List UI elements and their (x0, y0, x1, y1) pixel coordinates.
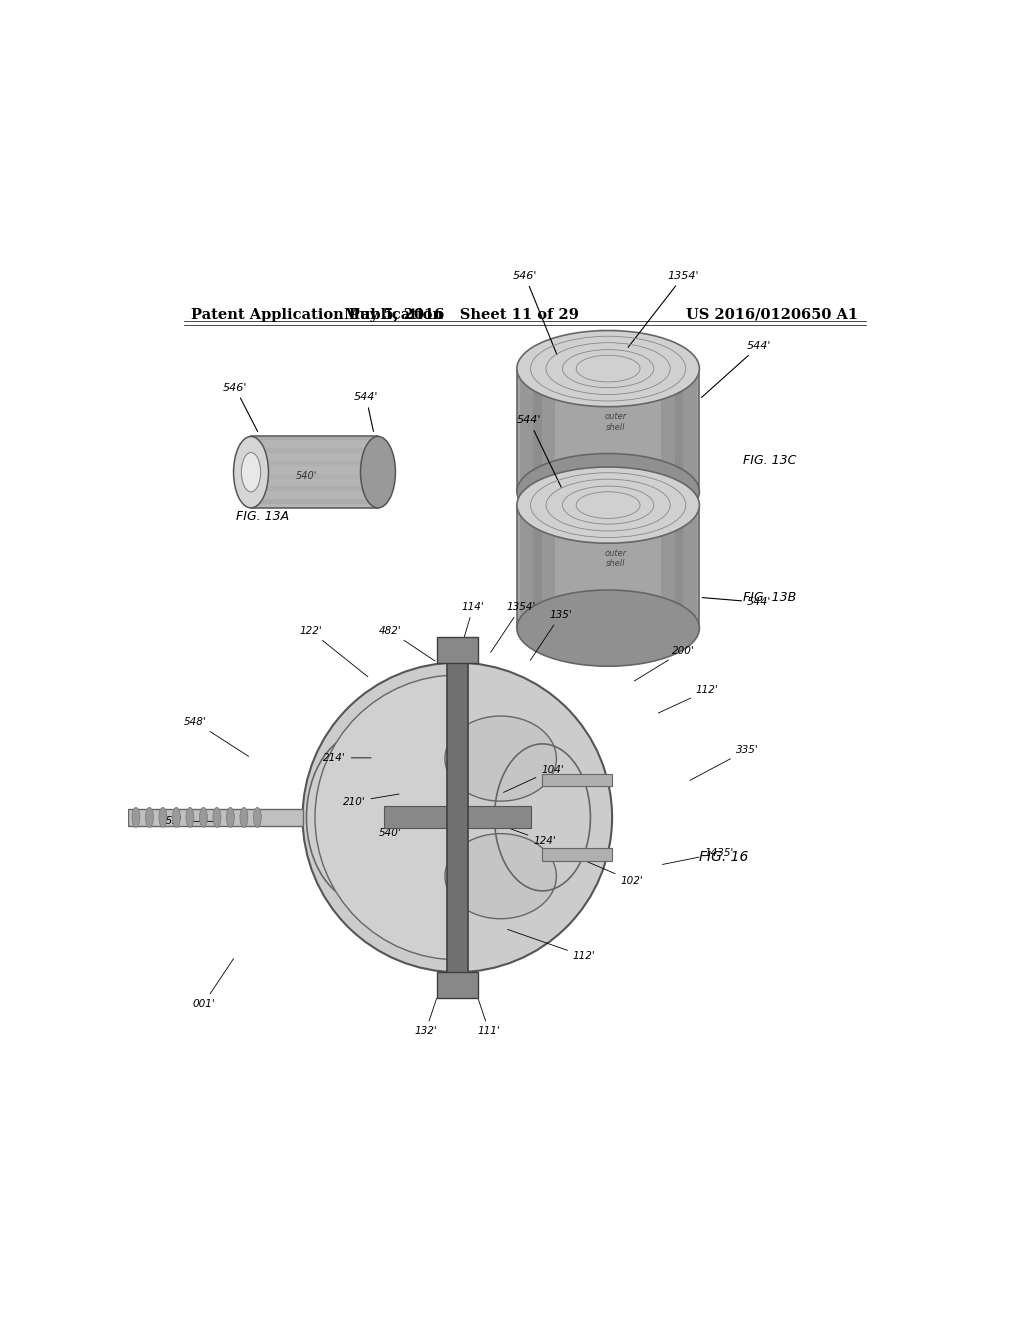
Bar (543, 849, 612, 861)
Polygon shape (251, 436, 378, 441)
Text: 135': 135' (530, 610, 571, 660)
Ellipse shape (159, 808, 167, 828)
Ellipse shape (306, 733, 423, 903)
Text: 210': 210' (343, 795, 399, 807)
Polygon shape (251, 499, 378, 504)
Text: 1354': 1354' (628, 271, 699, 347)
Polygon shape (675, 368, 696, 491)
Text: 540': 540' (296, 471, 317, 480)
Text: 114': 114' (462, 602, 484, 644)
Text: 1354': 1354' (490, 602, 536, 652)
Text: 111': 111' (478, 998, 501, 1036)
Text: 112': 112' (508, 929, 596, 961)
Text: 544': 544' (701, 341, 771, 397)
Text: May 5, 2016   Sheet 11 of 29: May 5, 2016 Sheet 11 of 29 (344, 308, 579, 322)
Text: outer
shell: outer shell (605, 549, 627, 569)
Text: FIG. 16: FIG. 16 (699, 850, 749, 865)
Text: 214': 214' (323, 752, 372, 763)
Text: outer
shell: outer shell (605, 412, 627, 432)
Text: 548': 548' (184, 717, 249, 756)
Text: 102': 102' (579, 858, 643, 886)
Text: 124': 124' (504, 826, 556, 846)
Polygon shape (251, 437, 378, 508)
Ellipse shape (445, 834, 556, 919)
Text: 112': 112' (658, 685, 719, 713)
Ellipse shape (226, 808, 234, 828)
Text: 544': 544' (354, 392, 378, 432)
Polygon shape (517, 368, 699, 491)
Polygon shape (675, 506, 696, 628)
Polygon shape (534, 368, 555, 491)
Wedge shape (315, 675, 458, 960)
Ellipse shape (445, 715, 556, 801)
Text: US 2016/0120650 A1: US 2016/0120650 A1 (686, 308, 858, 322)
Text: FIG. 13A: FIG. 13A (237, 510, 290, 523)
Text: 335': 335' (690, 744, 759, 780)
Polygon shape (519, 506, 542, 628)
Ellipse shape (186, 808, 194, 828)
Text: 482': 482' (379, 626, 435, 661)
Circle shape (303, 663, 612, 972)
Ellipse shape (132, 808, 140, 828)
Text: Patent Application Publication: Patent Application Publication (191, 308, 443, 322)
Bar (436, 638, 478, 663)
Polygon shape (251, 474, 378, 479)
Text: 001': 001' (193, 958, 233, 1008)
Ellipse shape (242, 453, 261, 492)
Ellipse shape (517, 590, 699, 667)
Text: 200': 200' (634, 645, 695, 681)
Polygon shape (519, 368, 542, 491)
Ellipse shape (517, 454, 699, 529)
Text: 546': 546' (223, 383, 258, 432)
Polygon shape (251, 449, 378, 453)
Bar (543, 774, 612, 787)
Ellipse shape (213, 808, 221, 828)
Ellipse shape (517, 330, 699, 407)
Bar (423, 725, 501, 911)
Ellipse shape (233, 437, 268, 508)
Text: 252': 252' (161, 816, 220, 826)
Polygon shape (251, 461, 378, 466)
Text: 104': 104' (504, 764, 564, 792)
Bar (447, 655, 468, 979)
Bar (128, 809, 303, 826)
Bar (436, 973, 478, 998)
Text: FIG. 13B: FIG. 13B (743, 591, 797, 603)
Polygon shape (517, 506, 699, 628)
Text: 540': 540' (379, 810, 439, 838)
Polygon shape (534, 506, 555, 628)
Ellipse shape (200, 808, 207, 828)
Ellipse shape (253, 808, 261, 828)
Text: FIG. 13C: FIG. 13C (743, 454, 797, 467)
Ellipse shape (145, 808, 154, 828)
Text: 544': 544' (517, 416, 561, 487)
Polygon shape (251, 487, 378, 491)
Bar (384, 807, 530, 829)
Text: 122': 122' (299, 626, 368, 677)
Text: 1435': 1435' (663, 847, 734, 865)
Polygon shape (662, 506, 683, 628)
Text: 132': 132' (415, 998, 437, 1036)
Polygon shape (662, 368, 683, 491)
Text: 544': 544' (702, 597, 771, 607)
Ellipse shape (517, 467, 699, 544)
Ellipse shape (172, 808, 180, 828)
Ellipse shape (360, 437, 395, 508)
Text: 546': 546' (513, 271, 557, 355)
Ellipse shape (240, 808, 248, 828)
